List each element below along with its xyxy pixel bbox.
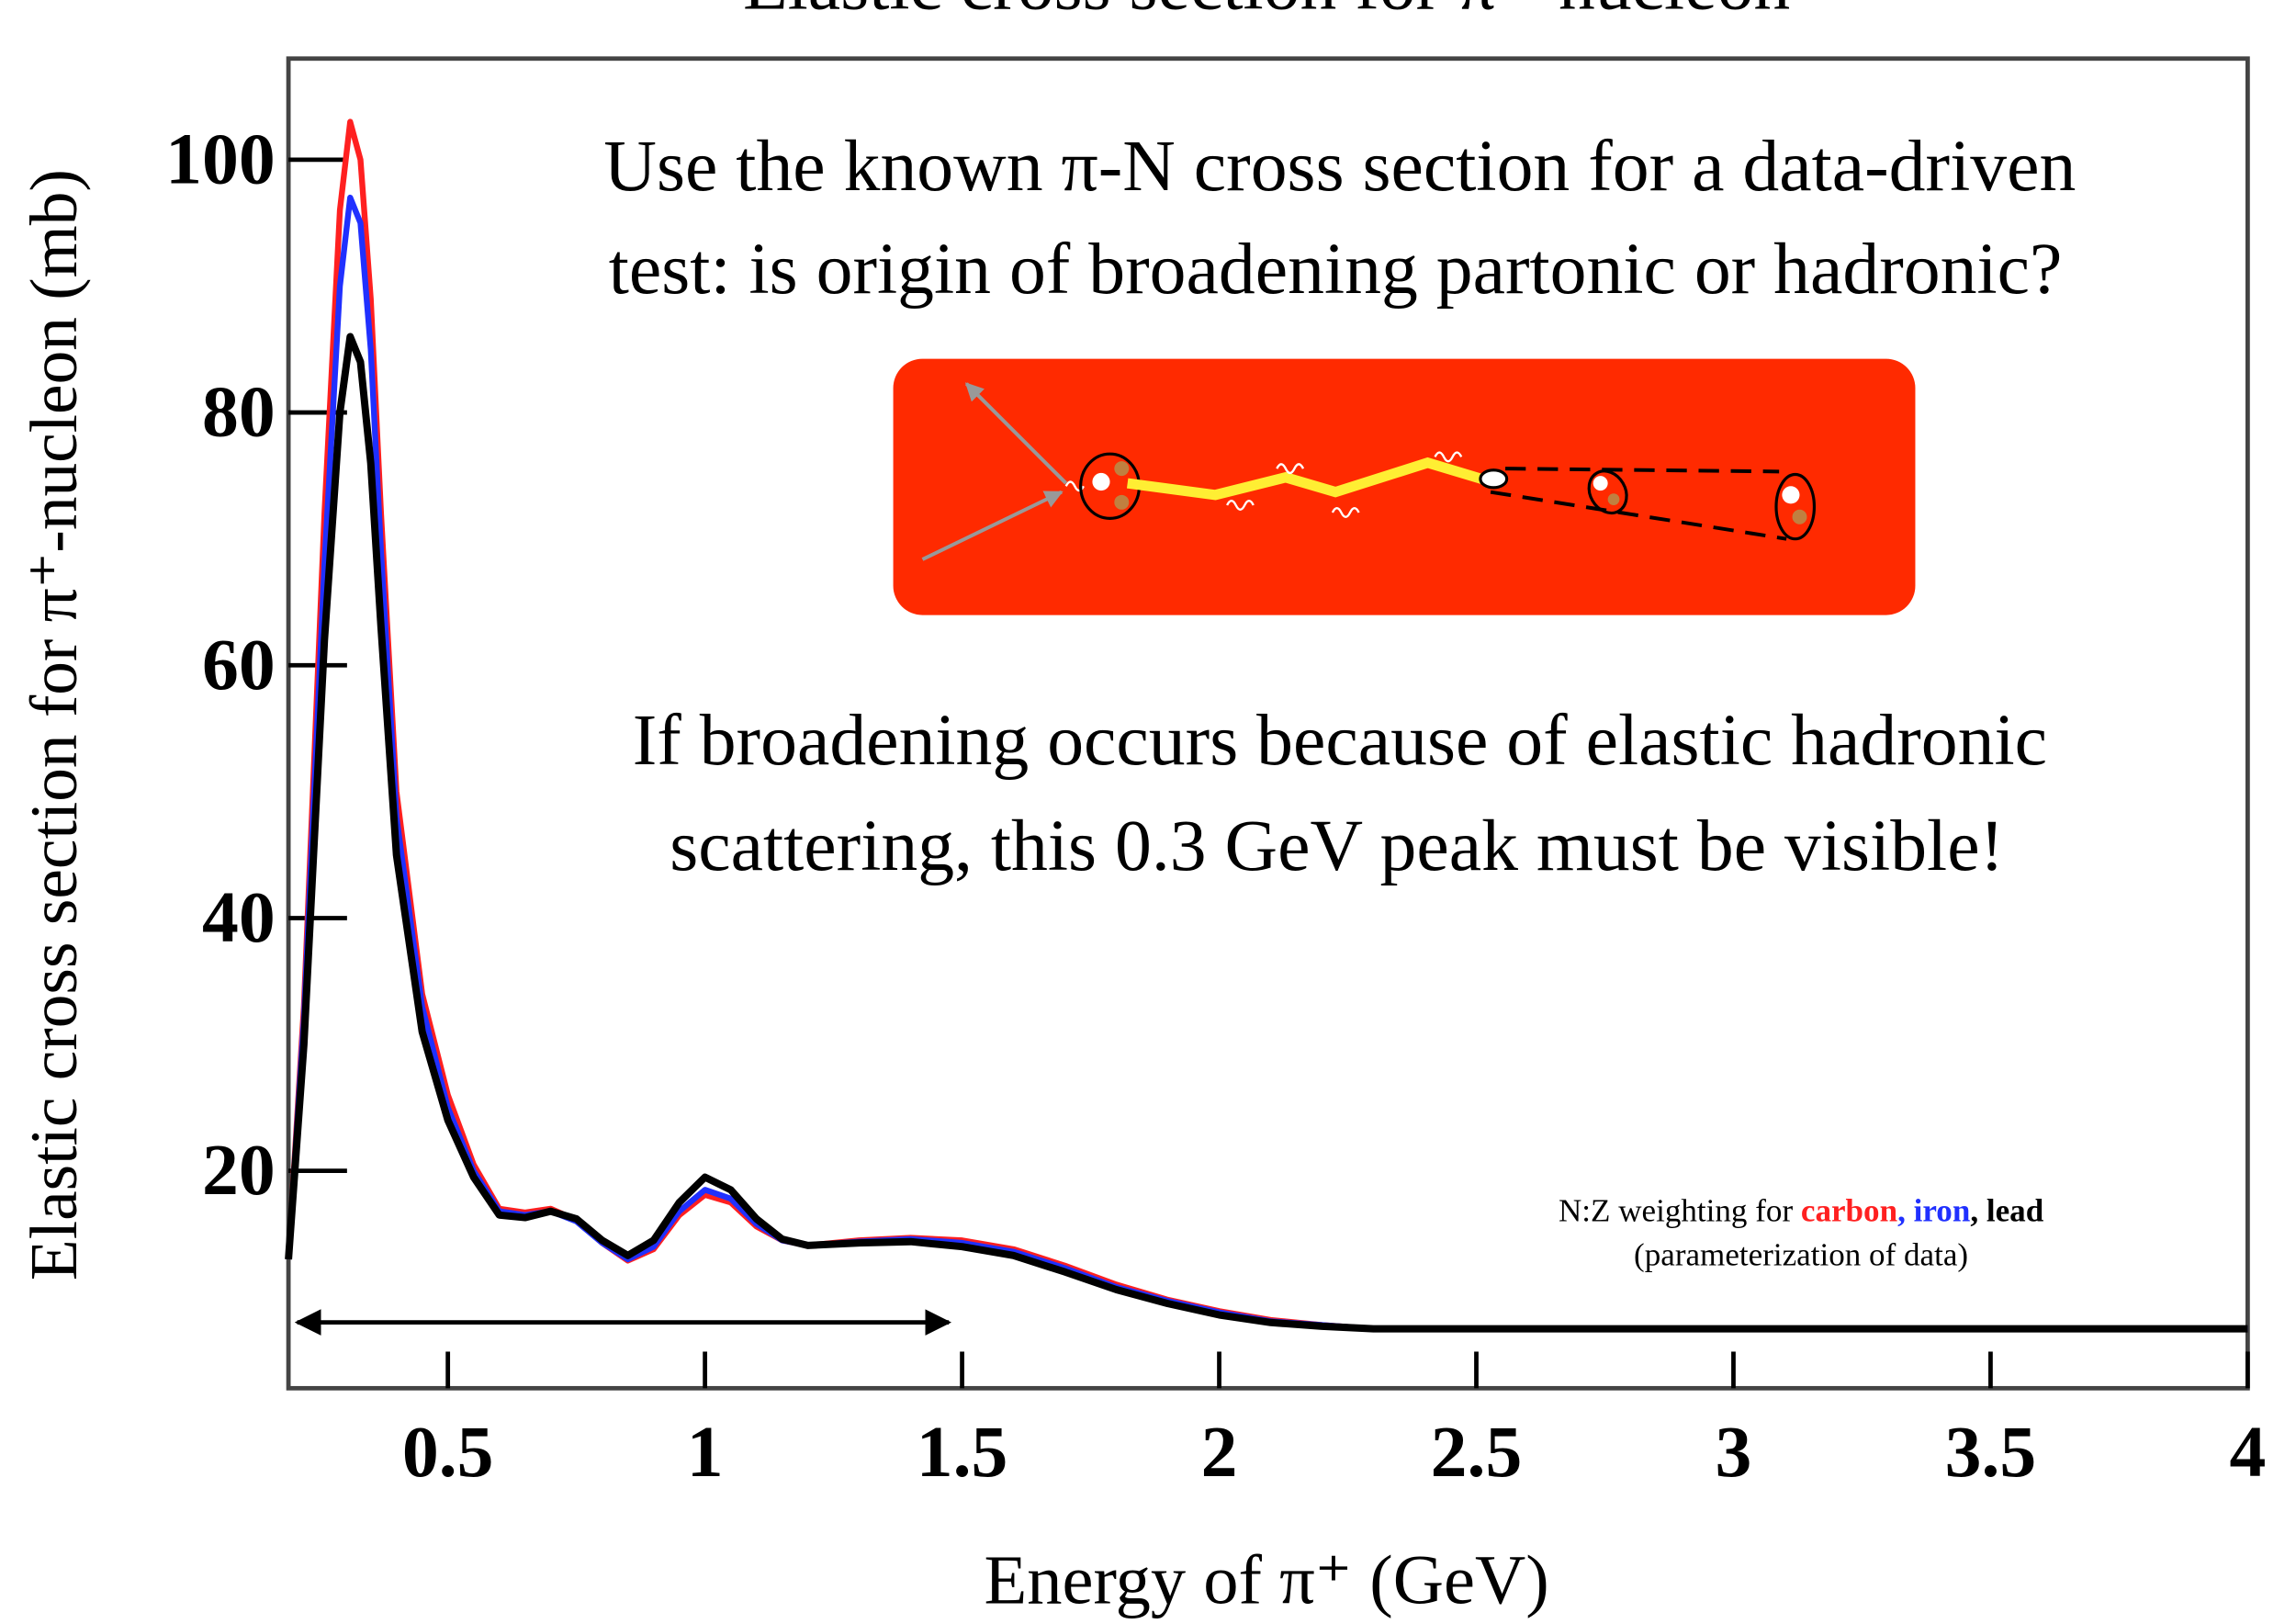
annotation-claim: If broadening occurs because of elastic … xyxy=(633,700,2047,886)
x-tick-label: 1 xyxy=(687,1412,724,1493)
annotation-line: scattering, this 0.3 GeV peak must be vi… xyxy=(670,806,2004,886)
diagram-quark xyxy=(1092,472,1110,491)
annotation-line: test: is origin of broadening partonic o… xyxy=(609,229,2063,310)
diagram-arrow xyxy=(921,490,1064,561)
annotation-line: If broadening occurs because of elastic … xyxy=(633,700,2047,781)
x-tick-label: 2 xyxy=(1201,1412,1238,1493)
annotation-line: Use the known π-N cross section for a da… xyxy=(603,126,2076,207)
y-tick-label: 60 xyxy=(202,625,276,705)
diagram-quark xyxy=(1607,493,1620,506)
diagram xyxy=(893,358,1916,615)
legend-entry: carbon xyxy=(1801,1193,1897,1229)
diagram-hadron xyxy=(1479,468,1509,490)
x-axis-label: Energy of π⁺ (GeV) xyxy=(985,1541,1549,1619)
x-tick-label: 3.5 xyxy=(1945,1412,2037,1493)
diagram-quark xyxy=(1593,476,1608,491)
series-line xyxy=(285,333,2248,1333)
plot-area: 20 40 60 80 100 0.5 1 1.5 2 2.5 3 3.5 4 xyxy=(165,118,2266,1493)
y-tick-label: 20 xyxy=(202,1130,276,1211)
diagram-string xyxy=(1126,457,1488,501)
diagram-box xyxy=(893,358,1916,615)
diagram-quark xyxy=(1114,461,1130,477)
diagram-quark xyxy=(1782,486,1800,504)
x-tick-label: 3 xyxy=(1716,1412,1752,1493)
diagram-gluon xyxy=(1226,500,1255,511)
diagram-gluon xyxy=(1331,507,1360,518)
diagram-cone xyxy=(1490,490,1787,541)
diagram-quark xyxy=(1114,494,1130,510)
legend-note: (parameterization of data) xyxy=(1634,1236,1968,1272)
x-tick-label: 4 xyxy=(2229,1412,2266,1493)
plot-frame xyxy=(286,56,2250,1391)
y-tick-label: 80 xyxy=(202,372,276,453)
y-tick-label: 40 xyxy=(202,877,276,958)
x-tick-label: 2.5 xyxy=(1431,1412,1523,1493)
chart-title: Elastic cross section for π⁺-nucleon xyxy=(743,0,1790,26)
diagram-cone xyxy=(1505,467,1780,474)
x-tick-label: 1.5 xyxy=(917,1412,1008,1493)
legend-entry: lead xyxy=(1986,1193,2044,1229)
annotation-question: Use the known π-N cross section for a da… xyxy=(603,126,2076,310)
y-tick-label: 100 xyxy=(165,118,276,199)
x-tick-label: 0.5 xyxy=(402,1412,494,1493)
diagram-arrow xyxy=(964,382,1068,485)
legend-entry: iron xyxy=(1914,1193,1971,1229)
diagram-quark xyxy=(1792,509,1807,524)
diagram-hadron xyxy=(1774,472,1817,541)
legend-separator: , xyxy=(1897,1193,1906,1229)
legend-prefix: N:Z weighting for xyxy=(1559,1193,1793,1229)
legend: N:Z weighting for carbon, iron, lead xyxy=(1559,1193,2044,1229)
diagram-gluon xyxy=(1434,451,1463,463)
y-axis-label: Elastic cross section for π⁺-nucleon (mb… xyxy=(17,169,91,1280)
legend-separator: , xyxy=(1970,1193,1978,1229)
diagram-hadron xyxy=(1587,469,1628,515)
diagram-gluon xyxy=(1276,463,1305,475)
